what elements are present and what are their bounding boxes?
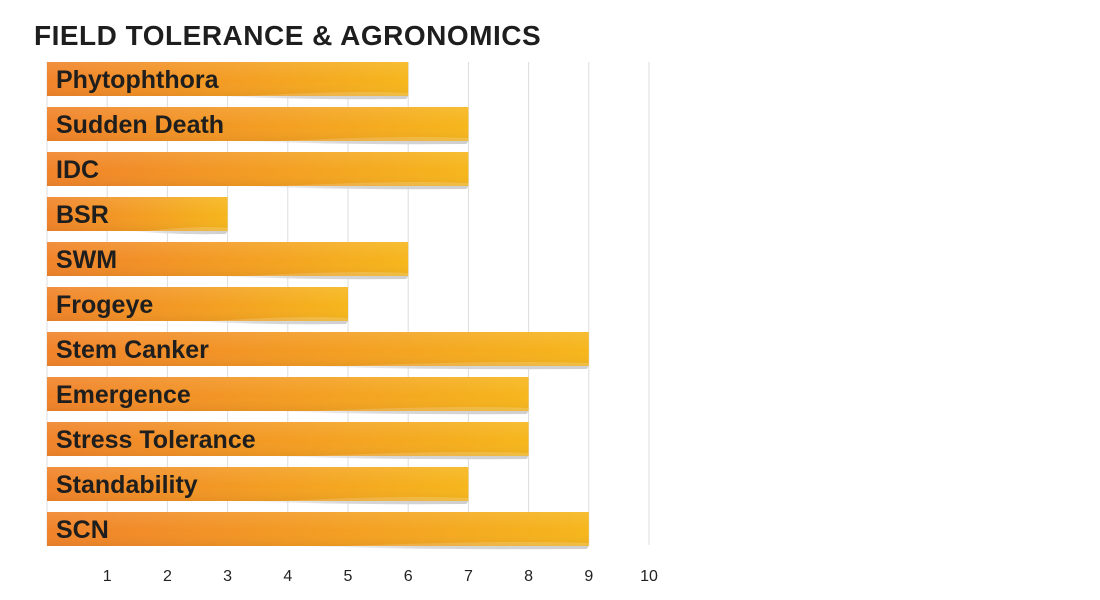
bar-label: BSR: [56, 201, 109, 229]
chart-title: FIELD TOLERANCE & AGRONOMICS: [34, 20, 542, 51]
x-tick-label: 9: [584, 568, 593, 585]
bar-fold: [278, 182, 469, 186]
bar-shadow: [290, 366, 589, 370]
bar-shadow: [236, 501, 469, 505]
bar-group: Frogeye: [47, 287, 348, 325]
bar-label: Emergence: [56, 381, 191, 409]
bar-gloss: [47, 152, 469, 186]
bar-gloss: [47, 467, 469, 501]
bar-shadow: [236, 186, 469, 190]
bar-fold: [278, 497, 469, 501]
bar-group: Emergence: [47, 377, 529, 415]
x-tick-label: 3: [223, 568, 232, 585]
bar-fold: [146, 227, 228, 231]
x-tick-label: 2: [163, 568, 172, 585]
bar-gloss: [47, 422, 529, 456]
bar-label: Phytophthora: [56, 66, 220, 94]
x-tick-label: 7: [464, 568, 473, 585]
bar-group: Stem Canker: [47, 332, 589, 370]
bar-shadow: [290, 546, 589, 550]
bar-label: SWM: [56, 246, 117, 274]
bar-group: IDC: [47, 152, 469, 190]
bar-fold: [245, 92, 409, 96]
bar-label: Standability: [56, 471, 198, 499]
bar-label: Stress Tolerance: [56, 426, 256, 454]
bars-layer: Phytophthora Sudden Death IDC BSR SWM Frogeye…: [47, 62, 589, 550]
bar-label: IDC: [56, 156, 99, 184]
x-tick-label: 8: [524, 568, 533, 585]
bar-label: Stem Canker: [56, 336, 209, 364]
x-tick-label: 1: [103, 568, 112, 585]
x-tick-label: 6: [404, 568, 413, 585]
bar-fold: [311, 407, 529, 411]
bar-shadow: [263, 456, 529, 460]
bar-gloss: [47, 287, 348, 321]
bar-gloss: [47, 377, 529, 411]
bar-label: SCN: [56, 516, 109, 544]
x-tick-label: 10: [640, 568, 658, 585]
bar-fold: [278, 137, 469, 141]
bar-gloss: [47, 242, 409, 276]
bar-fold: [344, 362, 589, 366]
bar-group: Sudden Death: [47, 107, 469, 145]
bar-group: Stress Tolerance: [47, 422, 529, 460]
bar-shadow: [128, 231, 228, 235]
bar-group: Phytophthora: [47, 62, 409, 100]
bar-gloss: [47, 512, 589, 546]
bar-gloss: [47, 62, 409, 96]
x-tick-label: 5: [344, 568, 353, 585]
bar-gloss: [47, 197, 228, 231]
bar-shadow: [182, 321, 348, 325]
bar-shadow: [236, 141, 469, 145]
bar-shadow: [263, 411, 529, 415]
bar-group: SWM: [47, 242, 409, 280]
bar-shadow: [209, 96, 409, 100]
bar-group: SCN: [47, 512, 589, 550]
bar-fold: [212, 317, 348, 321]
bar-gloss: [47, 107, 469, 141]
bar-fold: [245, 272, 409, 276]
bar-fold: [344, 542, 589, 546]
bar-label: Sudden Death: [56, 111, 224, 139]
x-tick-label: 4: [283, 568, 292, 585]
bar-label: Frogeye: [56, 291, 153, 319]
bar-fold: [311, 452, 529, 456]
bar-group: BSR: [47, 197, 228, 235]
bar-shadow: [209, 276, 409, 280]
bar-group: Standability: [47, 467, 469, 505]
bar-gloss: [47, 332, 589, 366]
x-axis-ticks: 1 2 3 4 5 6 7 8 9 10: [103, 568, 658, 585]
